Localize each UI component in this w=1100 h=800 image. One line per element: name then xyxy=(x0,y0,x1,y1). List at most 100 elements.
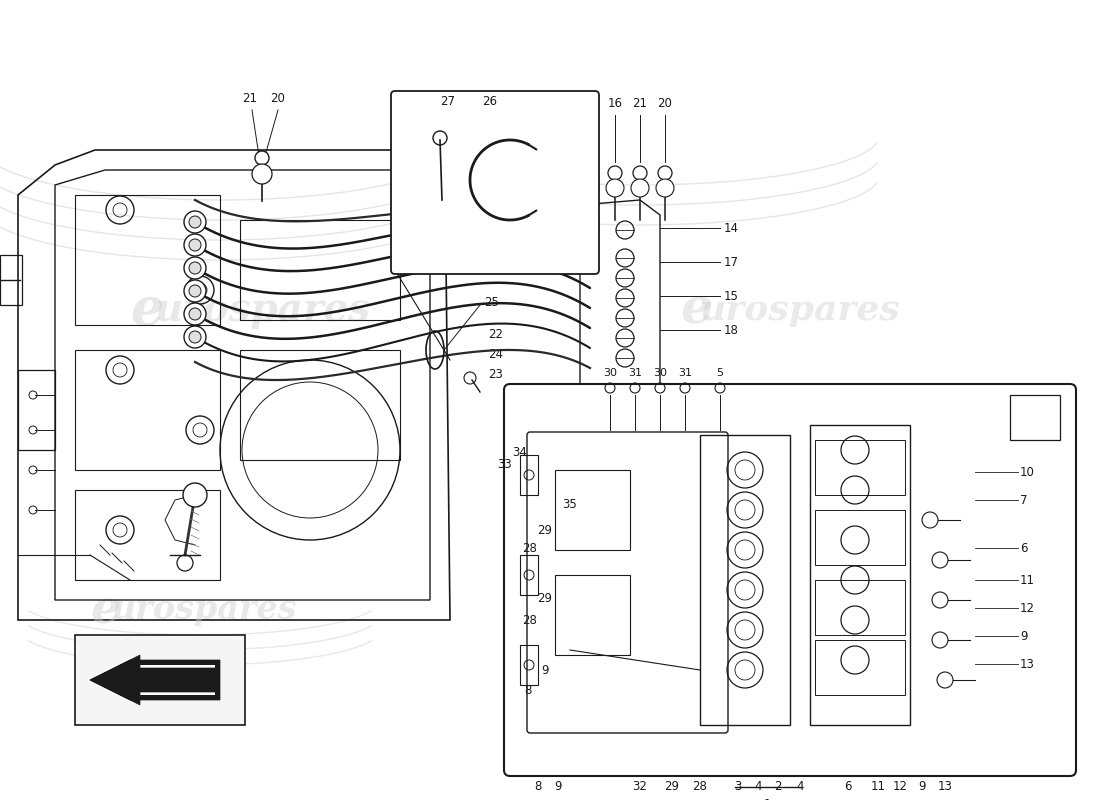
Circle shape xyxy=(656,179,674,197)
Bar xyxy=(1010,395,1060,440)
Text: 30: 30 xyxy=(603,368,617,378)
Bar xyxy=(815,580,905,635)
Text: 5: 5 xyxy=(716,368,724,378)
Text: 21: 21 xyxy=(632,97,648,110)
Circle shape xyxy=(189,285,201,297)
Circle shape xyxy=(183,483,207,507)
Text: e: e xyxy=(680,286,712,334)
Bar xyxy=(75,195,220,325)
Bar xyxy=(75,635,245,725)
Bar xyxy=(700,435,790,725)
Text: 20: 20 xyxy=(271,92,285,105)
Text: 28: 28 xyxy=(522,614,538,626)
Text: 24: 24 xyxy=(488,349,503,362)
Circle shape xyxy=(184,303,206,325)
Text: 31: 31 xyxy=(678,368,692,378)
Text: 11: 11 xyxy=(870,780,886,793)
Circle shape xyxy=(184,234,206,256)
Bar xyxy=(18,370,55,450)
Text: 35: 35 xyxy=(562,498,578,511)
Text: 20: 20 xyxy=(658,97,672,110)
Bar xyxy=(240,220,400,320)
Bar xyxy=(520,455,538,495)
Text: 6: 6 xyxy=(1020,542,1027,554)
Text: 12: 12 xyxy=(892,780,907,793)
Polygon shape xyxy=(98,665,214,695)
Text: 33: 33 xyxy=(497,458,513,471)
Circle shape xyxy=(184,257,206,279)
Circle shape xyxy=(556,179,574,197)
Text: 14: 14 xyxy=(724,222,739,234)
Text: 12: 12 xyxy=(1020,602,1035,614)
Text: urospares: urospares xyxy=(155,291,371,329)
Text: e: e xyxy=(90,587,120,633)
Text: 8: 8 xyxy=(535,780,541,793)
Bar xyxy=(556,470,630,550)
Circle shape xyxy=(581,179,600,197)
Circle shape xyxy=(631,179,649,197)
Circle shape xyxy=(658,166,672,180)
Text: 9: 9 xyxy=(541,663,549,677)
Circle shape xyxy=(632,166,647,180)
Circle shape xyxy=(189,262,201,274)
Text: 16: 16 xyxy=(607,97,623,110)
Circle shape xyxy=(184,211,206,233)
Bar xyxy=(815,640,905,695)
Text: 34: 34 xyxy=(513,446,527,459)
Text: 28: 28 xyxy=(693,780,707,793)
Bar xyxy=(520,555,538,595)
Text: 9: 9 xyxy=(1020,630,1027,642)
Text: 25: 25 xyxy=(484,295,499,309)
Text: 28: 28 xyxy=(522,542,538,554)
Text: 2: 2 xyxy=(774,780,782,793)
Text: 13: 13 xyxy=(937,780,953,793)
Circle shape xyxy=(189,331,201,343)
Text: 9: 9 xyxy=(918,780,926,793)
Text: urospares: urospares xyxy=(112,594,297,626)
Bar xyxy=(815,510,905,565)
Text: 32: 32 xyxy=(632,780,648,793)
Text: 7: 7 xyxy=(1020,494,1027,506)
Text: e: e xyxy=(130,285,164,335)
Text: 4: 4 xyxy=(755,780,761,793)
Polygon shape xyxy=(90,655,214,705)
Text: 22: 22 xyxy=(488,329,503,342)
Text: 21: 21 xyxy=(558,97,572,110)
Text: 29: 29 xyxy=(538,523,552,537)
Circle shape xyxy=(606,179,624,197)
Text: 6: 6 xyxy=(845,780,851,793)
Bar xyxy=(520,645,538,685)
Text: 29: 29 xyxy=(664,780,680,793)
Text: 11: 11 xyxy=(1020,574,1035,586)
Text: 8: 8 xyxy=(525,683,531,697)
Text: 4: 4 xyxy=(796,780,804,793)
Circle shape xyxy=(184,280,206,302)
Text: 21: 21 xyxy=(242,92,257,105)
Text: 15: 15 xyxy=(724,290,739,302)
Text: 1: 1 xyxy=(763,798,771,800)
Bar xyxy=(810,425,910,725)
Circle shape xyxy=(255,151,270,165)
Circle shape xyxy=(583,166,597,180)
Circle shape xyxy=(189,308,201,320)
Text: 13: 13 xyxy=(1020,658,1035,670)
Text: 23: 23 xyxy=(488,369,503,382)
Circle shape xyxy=(558,166,572,180)
Text: 27: 27 xyxy=(440,95,455,108)
FancyBboxPatch shape xyxy=(504,384,1076,776)
Text: 18: 18 xyxy=(724,323,739,337)
Circle shape xyxy=(189,216,201,228)
Text: 29: 29 xyxy=(538,591,552,605)
Circle shape xyxy=(252,164,272,184)
Text: 9: 9 xyxy=(554,780,562,793)
FancyBboxPatch shape xyxy=(390,91,600,274)
Text: 30: 30 xyxy=(653,368,667,378)
Text: 17: 17 xyxy=(724,255,739,269)
Bar xyxy=(815,440,905,495)
Bar xyxy=(75,350,220,470)
Text: 31: 31 xyxy=(628,368,642,378)
Circle shape xyxy=(184,326,206,348)
Bar xyxy=(240,350,400,460)
Circle shape xyxy=(189,239,201,251)
Text: 3: 3 xyxy=(735,780,741,793)
